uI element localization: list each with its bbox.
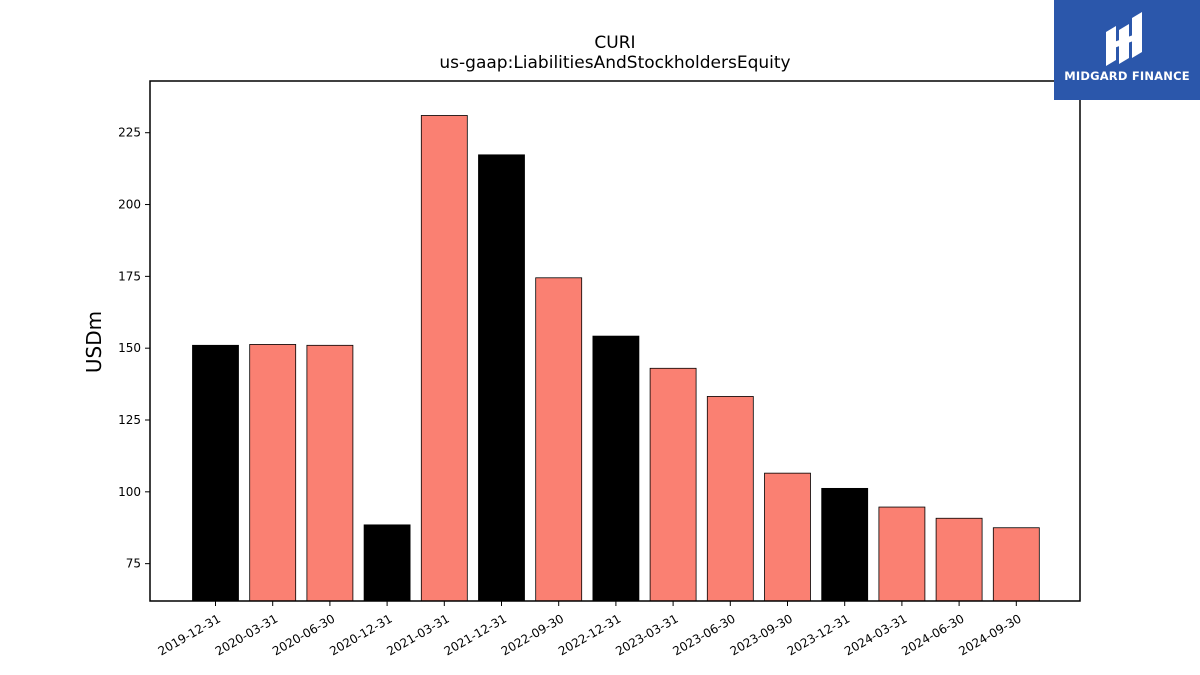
x-tick-label: 2024-09-30 xyxy=(956,611,1023,658)
x-tick-label: 2020-12-31 xyxy=(327,611,394,658)
x-tick-label: 2022-12-31 xyxy=(556,611,623,658)
bar xyxy=(706,396,754,602)
logo-text: MIDGARD FINANCE xyxy=(1064,69,1190,83)
x-tick-label: 2023-06-30 xyxy=(670,611,737,658)
x-tick-label: 2020-03-31 xyxy=(213,611,280,658)
bar xyxy=(420,115,468,602)
x-tick-label: 2024-03-31 xyxy=(842,611,909,658)
y-axis: 75 100 125 150 175 200 225 xyxy=(118,126,150,571)
y-tick-label: 175 xyxy=(118,269,141,283)
bar xyxy=(592,335,640,602)
y-tick-label: 150 xyxy=(118,341,141,355)
logo-mark-icon xyxy=(1106,12,1142,66)
x-tick-label: 2022-09-30 xyxy=(499,611,566,658)
bar xyxy=(649,367,697,602)
y-tick-label: 125 xyxy=(118,413,141,427)
midgard-finance-logo: MIDGARD FINANCE xyxy=(1054,0,1200,100)
bar xyxy=(535,277,583,602)
chart-title: CURI xyxy=(594,33,635,53)
x-tick-label: 2021-03-31 xyxy=(384,611,451,658)
y-tick-label: 75 xyxy=(126,557,141,571)
bar xyxy=(764,472,811,602)
bar xyxy=(935,517,983,602)
y-tick-label: 225 xyxy=(118,126,141,140)
plot-frame xyxy=(149,80,1081,602)
bar xyxy=(363,524,411,602)
y-axis-label: USDm xyxy=(82,311,106,373)
x-tick-label: 2023-12-31 xyxy=(785,611,852,658)
bar xyxy=(821,487,869,602)
bar xyxy=(878,506,926,602)
y-tick-label: 100 xyxy=(118,485,141,499)
bar xyxy=(192,344,239,602)
x-tick-label: 2020-06-30 xyxy=(270,611,337,658)
x-tick-label: 2023-03-31 xyxy=(613,611,680,658)
chart-subtitle: us-gaap:LiabilitiesAndStockholdersEquity xyxy=(439,53,790,73)
bar-series xyxy=(192,115,1040,602)
x-tick-label: 2024-06-30 xyxy=(899,611,966,658)
x-axis: 2019-12-312020-03-312020-06-302020-12-31… xyxy=(156,601,1024,658)
x-tick-label: 2019-12-31 xyxy=(156,611,223,658)
x-tick-label: 2021-12-31 xyxy=(442,611,509,658)
bar xyxy=(478,154,525,602)
x-tick-label: 2023-09-30 xyxy=(728,611,795,658)
y-tick-label: 200 xyxy=(118,198,141,212)
bar xyxy=(306,344,354,602)
bar xyxy=(992,527,1040,602)
bar xyxy=(249,344,297,602)
